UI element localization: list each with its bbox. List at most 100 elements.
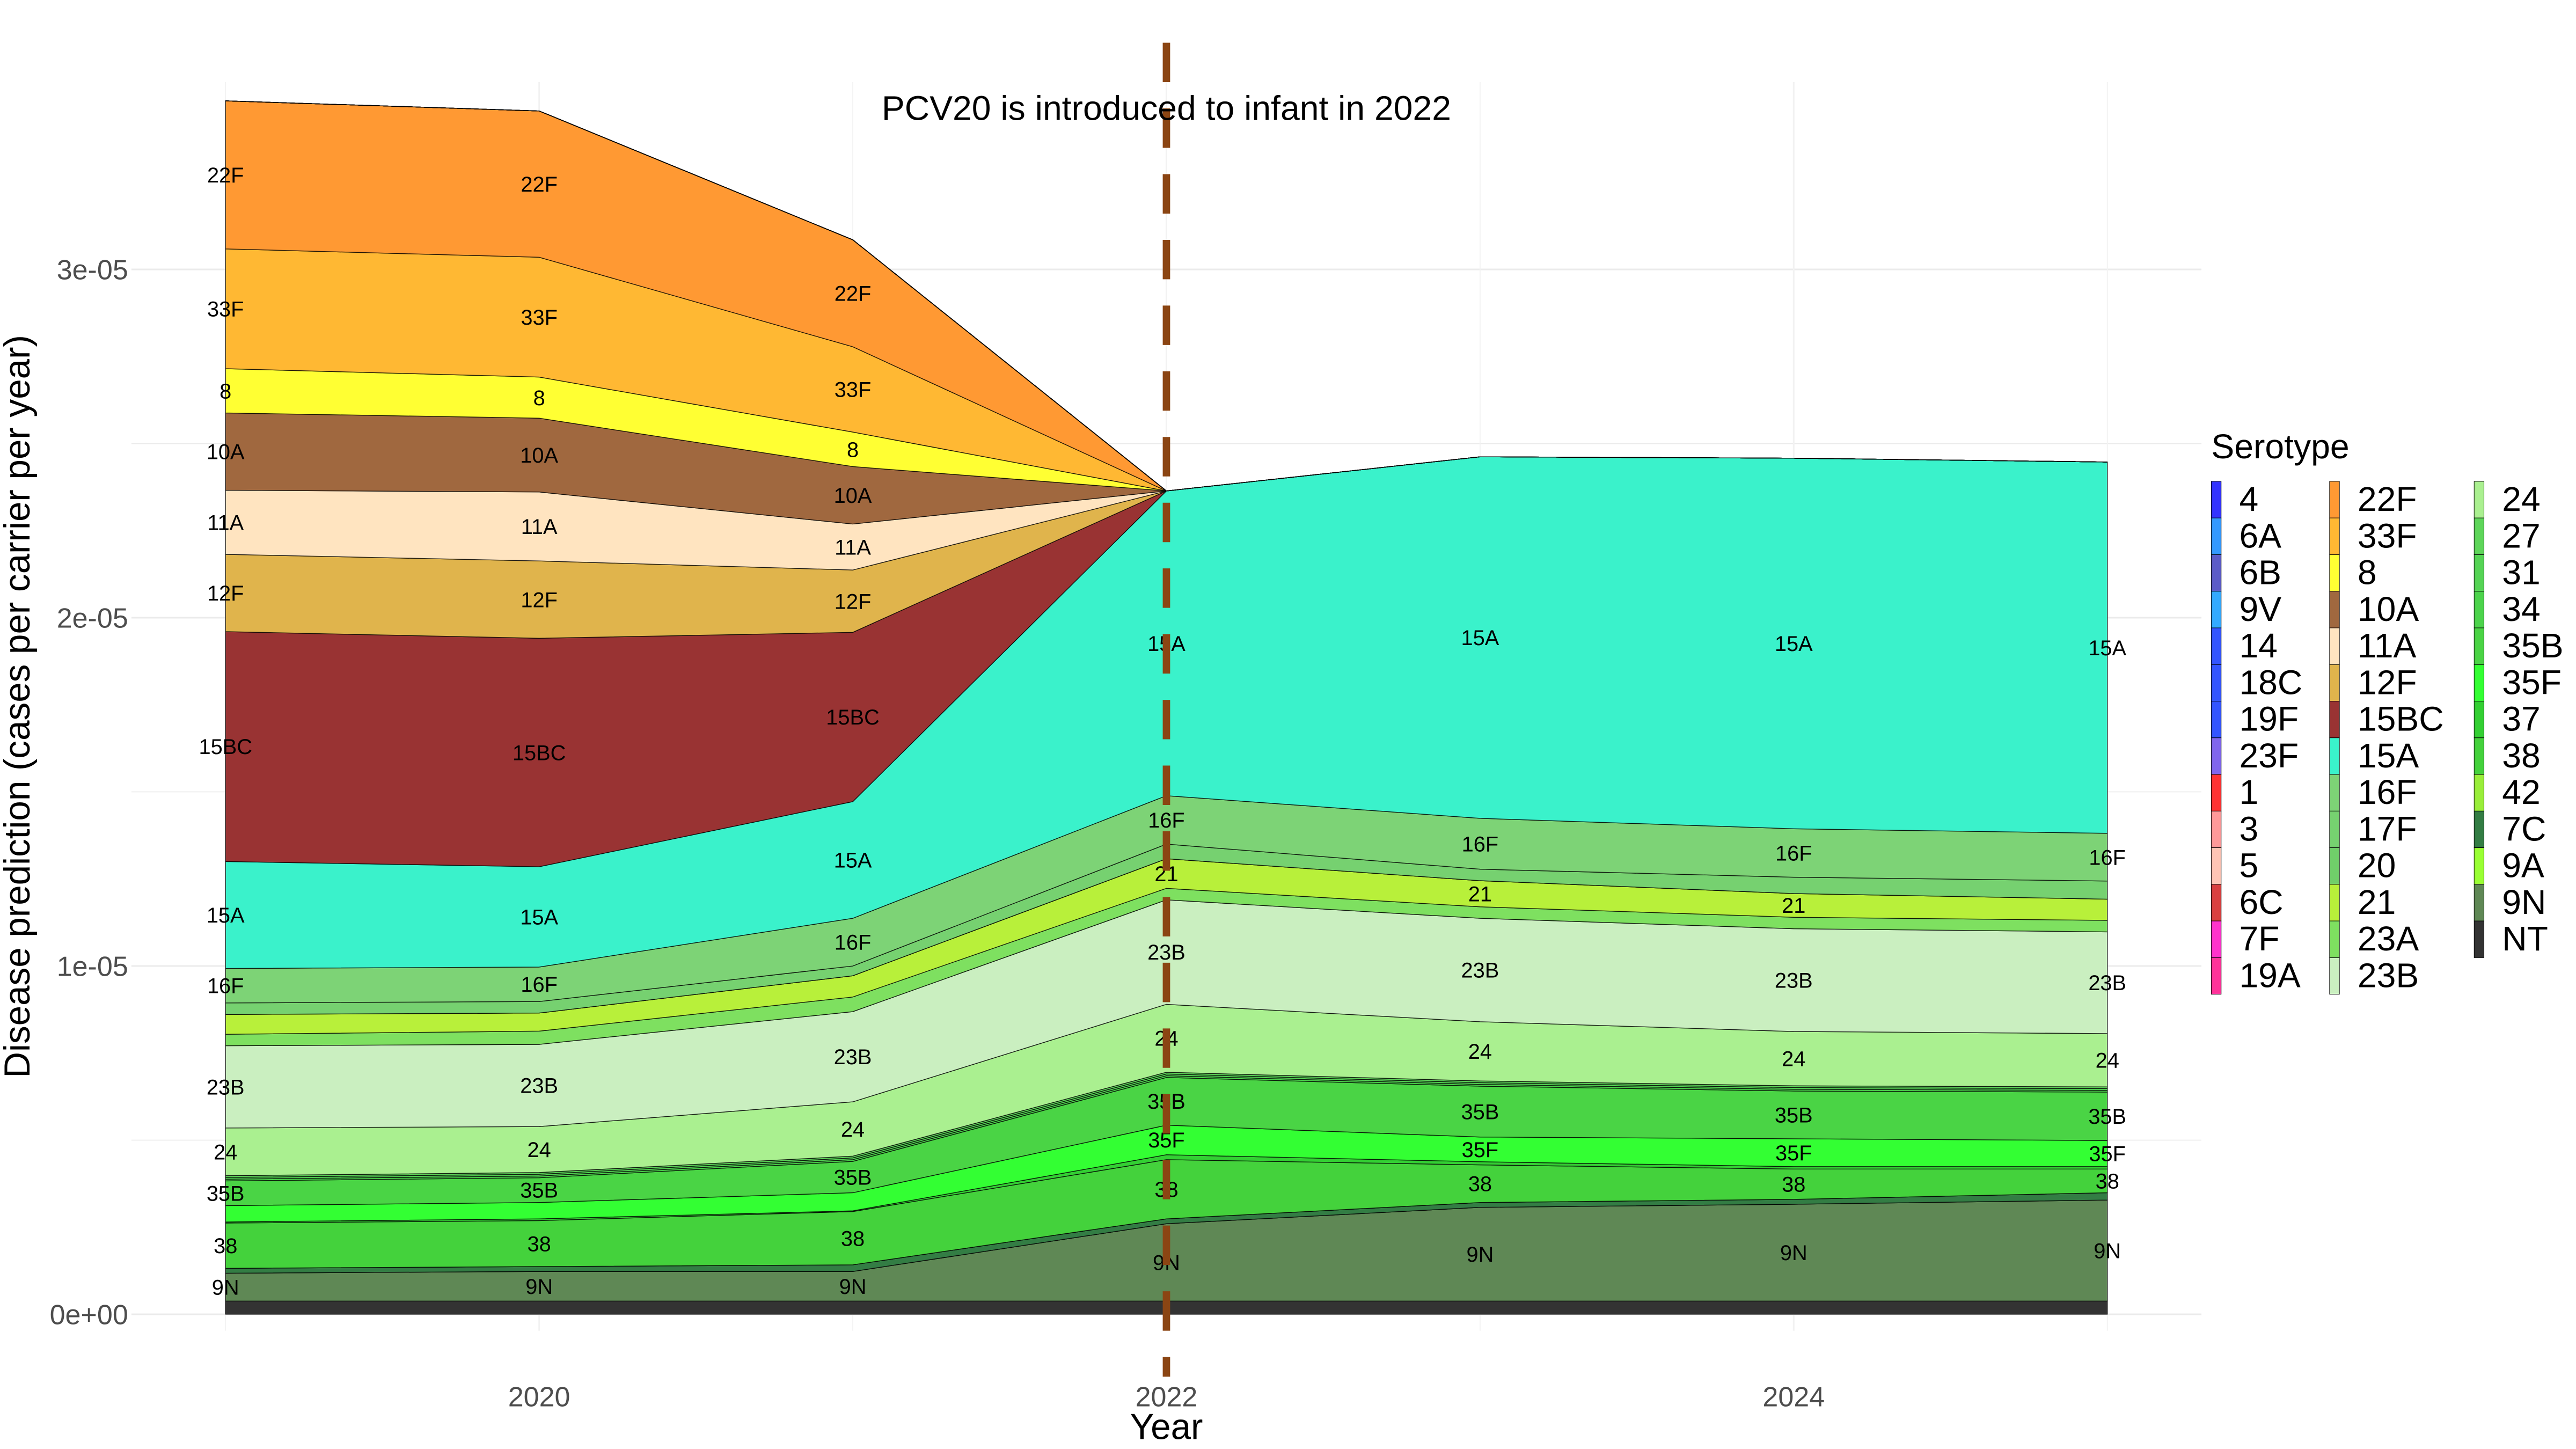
area-label: 35B <box>834 1166 872 1189</box>
area-label: 38 <box>1782 1173 1805 1197</box>
legend-swatch-21 <box>2329 884 2340 921</box>
legend-label: 38 <box>2502 736 2540 775</box>
area-label: 23B <box>1147 941 1185 964</box>
legend-label: 16F <box>2358 773 2417 811</box>
area-label: 23B <box>2088 971 2126 995</box>
x-axis-ticks: 2020 2022 2024 <box>508 1381 1825 1413</box>
area-label: 21 <box>1782 894 1805 918</box>
area-label: 38 <box>1468 1173 1492 1196</box>
area-label: 9N <box>212 1276 239 1299</box>
legend-label: 6B <box>2239 553 2281 592</box>
area-label: 24 <box>1782 1048 1805 1071</box>
legend-swatch-31 <box>2473 554 2485 592</box>
area-label: 16F <box>2089 846 2126 869</box>
area-label: 15BC <box>513 741 566 765</box>
legend-label: 8 <box>2358 553 2377 592</box>
area-label: 35B <box>520 1179 558 1203</box>
legend-swatch-23B <box>2329 957 2340 995</box>
legend-label: 22F <box>2358 480 2417 518</box>
area-label: 9N <box>525 1275 553 1299</box>
area-label: 38 <box>528 1232 551 1256</box>
area-label: 16F <box>835 931 872 955</box>
legend-label: 11A <box>2358 626 2417 665</box>
area-label: 15BC <box>826 706 880 729</box>
legend-label: 23F <box>2239 736 2299 775</box>
legend-label: 19F <box>2239 700 2299 738</box>
area-label: 16F <box>207 975 244 998</box>
area-label: 8 <box>533 386 545 410</box>
area-label: 24 <box>2096 1049 2119 1073</box>
legend-label: 4 <box>2239 480 2258 518</box>
legend-label: 9A <box>2502 846 2544 885</box>
area-label: 11A <box>521 515 558 539</box>
legend-swatch-16F <box>2329 774 2340 811</box>
legend-label: 7C <box>2502 809 2546 848</box>
x-tick-label: 2022 <box>1136 1381 1198 1413</box>
legend-swatch-35F <box>2473 664 2485 701</box>
y-axis-title: Disease prediction (cases per carrier pe… <box>0 335 38 1078</box>
y-tick-label: 3e-05 <box>57 254 128 286</box>
legend-swatch-6A <box>2211 517 2222 555</box>
legend-label: 6A <box>2239 516 2281 555</box>
legend-label: 18C <box>2239 663 2302 701</box>
legend-swatch-23A <box>2329 920 2340 958</box>
area-label: 16F <box>1775 841 1812 865</box>
area-label: 10A <box>834 484 872 508</box>
area-label: 22F <box>835 282 872 306</box>
legend-swatch-34 <box>2473 591 2485 628</box>
area-label: 15A <box>834 848 872 872</box>
legend-swatch-10A <box>2329 591 2340 628</box>
legend-label: 37 <box>2502 700 2540 738</box>
area-label: 21 <box>1468 882 1492 906</box>
legend-swatch-1 <box>2211 774 2222 811</box>
legend-swatch-38 <box>2473 737 2485 775</box>
legend-swatch-22F <box>2329 481 2340 518</box>
area-label: 38 <box>214 1234 237 1258</box>
legend-swatch-19A <box>2211 957 2222 995</box>
area-label: 24 <box>214 1140 237 1164</box>
legend-label: NT <box>2502 919 2548 958</box>
legend-swatch-15A <box>2329 737 2340 775</box>
legend-swatch-3 <box>2211 810 2222 848</box>
legend-swatch-12F <box>2329 664 2340 701</box>
area-label: 11A <box>207 511 244 535</box>
area-label: 15A <box>1461 626 1499 650</box>
legend-label: 14 <box>2239 626 2277 665</box>
legend-label: 35B <box>2502 626 2563 665</box>
legend-swatch-17F <box>2329 810 2340 848</box>
area-label: 33F <box>521 306 558 330</box>
area-label: 23B <box>207 1075 245 1099</box>
legend-swatch-23F <box>2211 737 2222 775</box>
area-label: 35B <box>1775 1104 1813 1128</box>
area-label: 8 <box>847 438 859 462</box>
legend-label: 42 <box>2502 773 2540 811</box>
area-label: 35F <box>1462 1138 1499 1162</box>
legend-swatch-6B <box>2211 554 2222 592</box>
y-axis-ticks: 0e+00 1e-05 2e-05 3e-05 <box>50 254 128 1330</box>
area-label: 23B <box>520 1074 558 1098</box>
legend-label: 19A <box>2239 956 2300 994</box>
legend-label: 9N <box>2502 883 2546 921</box>
legend-swatch-5 <box>2211 847 2222 885</box>
area-label: 10A <box>520 444 558 467</box>
area-label: 33F <box>835 378 872 402</box>
legend-label: 23A <box>2358 919 2419 958</box>
area-label: 35F <box>1775 1141 1812 1165</box>
area-label: 15A <box>1775 632 1813 656</box>
area-label: 16F <box>1462 832 1499 856</box>
legend-label: 35F <box>2502 663 2562 701</box>
legend-swatch-9A <box>2473 847 2485 885</box>
legend-swatch-14 <box>2211 627 2222 665</box>
area-label: 23B <box>1775 969 1813 992</box>
area-label: 23B <box>1461 959 1499 983</box>
legend-swatch-35B <box>2473 627 2485 665</box>
legend-label: 15BC <box>2358 700 2444 738</box>
legend-label: 20 <box>2358 846 2396 885</box>
legend-label: 27 <box>2502 516 2540 555</box>
area-label: 15A <box>207 904 245 927</box>
area-label: 16F <box>521 973 558 997</box>
x-axis-title: Year <box>1130 1407 1203 1447</box>
annotation-text: PCV20 is introduced to infant in 2022 <box>882 89 1451 127</box>
